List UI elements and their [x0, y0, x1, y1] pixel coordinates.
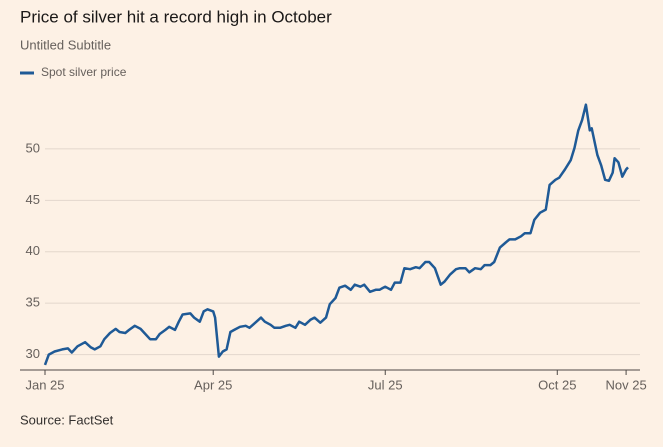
x-tick-label: Oct 25	[538, 377, 576, 392]
y-tick-label: 30	[26, 346, 40, 361]
legend-label: Spot silver price	[41, 65, 127, 79]
chart-subtitle: Untitled Subtitle	[20, 37, 111, 52]
source: Source: FactSet	[20, 412, 114, 427]
y-tick-label: 40	[26, 243, 40, 258]
y-tick-label: 50	[26, 140, 40, 155]
x-tick-label: Jan 25	[25, 377, 64, 392]
data-line	[43, 103, 629, 366]
x-tick-label: Nov 25	[605, 377, 646, 392]
x-tick-label: Jul 25	[368, 377, 403, 392]
x-tick-label: Apr 25	[194, 377, 232, 392]
chart-title: Price of silver hit a record high in Oct…	[20, 7, 332, 26]
y-tick-label: 35	[26, 295, 40, 310]
y-tick-label: 45	[26, 192, 40, 207]
